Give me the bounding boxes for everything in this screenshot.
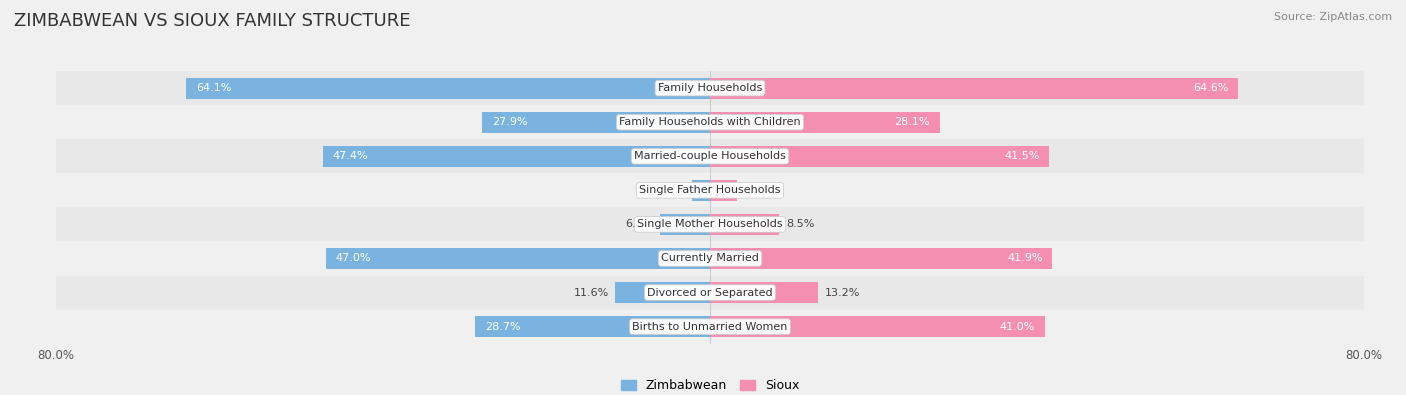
Bar [710, 146, 1049, 167]
Bar [710, 77, 1237, 99]
Bar [56, 105, 1364, 139]
Text: Currently Married: Currently Married [661, 254, 759, 263]
Text: 41.5%: 41.5% [1004, 151, 1039, 161]
Text: 28.1%: 28.1% [894, 117, 929, 127]
Bar [322, 146, 710, 167]
Bar [710, 316, 1045, 337]
Bar [186, 77, 710, 99]
Text: 2.2%: 2.2% [657, 185, 686, 196]
Bar [482, 112, 710, 133]
Text: Single Mother Households: Single Mother Households [637, 219, 783, 229]
Bar [56, 310, 1364, 344]
Text: 41.0%: 41.0% [1000, 322, 1035, 332]
Text: Family Households with Children: Family Households with Children [619, 117, 801, 127]
Text: 11.6%: 11.6% [574, 288, 609, 297]
Bar [661, 214, 710, 235]
Text: 47.0%: 47.0% [336, 254, 371, 263]
Text: 13.2%: 13.2% [824, 288, 860, 297]
Text: 27.9%: 27.9% [492, 117, 527, 127]
Text: Single Father Households: Single Father Households [640, 185, 780, 196]
Text: 28.7%: 28.7% [485, 322, 520, 332]
Bar [56, 241, 1364, 276]
Bar [56, 207, 1364, 241]
Bar [326, 248, 710, 269]
Bar [692, 180, 710, 201]
Bar [710, 112, 939, 133]
Bar [56, 276, 1364, 310]
Text: Family Households: Family Households [658, 83, 762, 93]
Text: 3.3%: 3.3% [744, 185, 772, 196]
Text: 6.1%: 6.1% [626, 219, 654, 229]
Legend: Zimbabwean, Sioux: Zimbabwean, Sioux [616, 374, 804, 395]
Bar [56, 173, 1364, 207]
Text: Births to Unmarried Women: Births to Unmarried Women [633, 322, 787, 332]
Text: 41.9%: 41.9% [1007, 254, 1043, 263]
Text: 64.1%: 64.1% [195, 83, 232, 93]
Bar [710, 214, 779, 235]
Bar [616, 282, 710, 303]
Bar [710, 248, 1053, 269]
Bar [710, 180, 737, 201]
Text: Source: ZipAtlas.com: Source: ZipAtlas.com [1274, 12, 1392, 22]
Bar [56, 71, 1364, 105]
Bar [56, 139, 1364, 173]
Text: 64.6%: 64.6% [1192, 83, 1229, 93]
Text: 8.5%: 8.5% [786, 219, 814, 229]
Text: 47.4%: 47.4% [332, 151, 368, 161]
Text: Divorced or Separated: Divorced or Separated [647, 288, 773, 297]
Bar [710, 282, 818, 303]
Text: Married-couple Households: Married-couple Households [634, 151, 786, 161]
Text: ZIMBABWEAN VS SIOUX FAMILY STRUCTURE: ZIMBABWEAN VS SIOUX FAMILY STRUCTURE [14, 12, 411, 30]
Bar [475, 316, 710, 337]
